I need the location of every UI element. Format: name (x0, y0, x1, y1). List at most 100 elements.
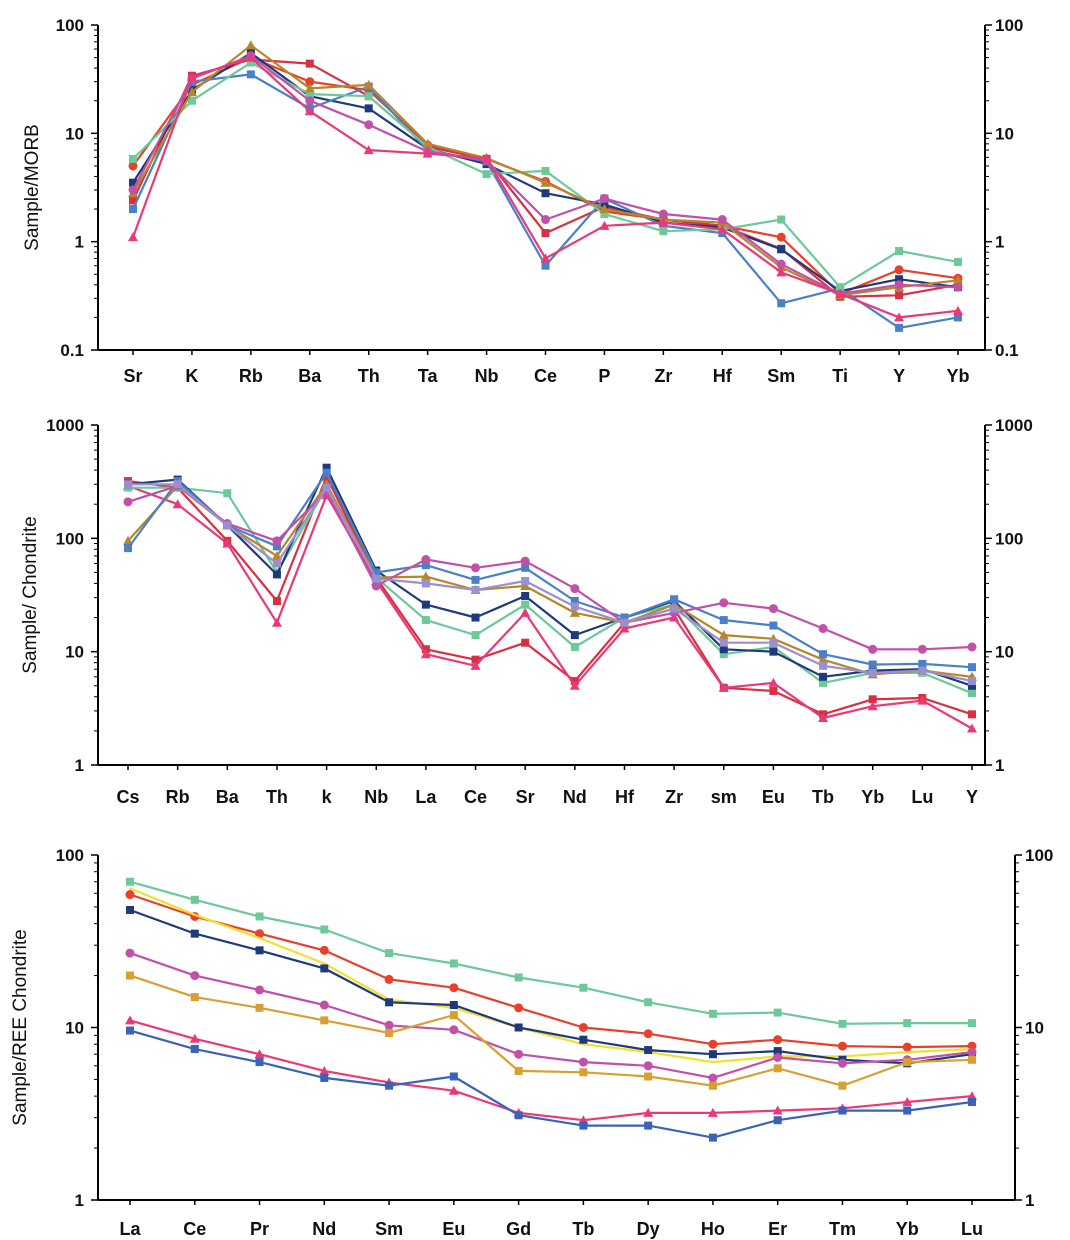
data-point (541, 261, 550, 270)
data-point (514, 973, 523, 982)
data-point (128, 887, 132, 890)
data-point (128, 232, 138, 242)
data-point (255, 929, 265, 939)
x-tick-label: Lu (911, 787, 933, 807)
data-point (421, 579, 430, 588)
data-point (659, 227, 668, 236)
x-tick-label: Gd (506, 1219, 531, 1239)
data-point (421, 616, 430, 625)
x-tick-label: Pr (250, 1219, 269, 1239)
data-point (186, 72, 197, 82)
data-point (372, 568, 381, 577)
data-point (967, 723, 977, 733)
data-point (599, 204, 610, 214)
data-point (599, 194, 609, 204)
data-point (540, 253, 551, 263)
data-point (777, 215, 786, 224)
data-point (305, 96, 315, 106)
data-point (708, 1073, 718, 1083)
y-axis-label: Sample/MORB (22, 124, 43, 251)
data-point (541, 166, 550, 175)
data-point (819, 678, 828, 687)
data-point (837, 1041, 847, 1051)
data-point (768, 677, 779, 687)
data-point (838, 1106, 847, 1115)
data-point (917, 644, 927, 654)
data-point (719, 650, 728, 659)
data-point (773, 1053, 783, 1063)
x-tick-label: Nd (312, 1219, 336, 1239)
series-3 (124, 483, 976, 698)
data-point (776, 267, 787, 277)
data-point (579, 1068, 588, 1077)
data-point (835, 288, 846, 298)
data-point (953, 305, 963, 315)
data-point (521, 638, 530, 647)
x-tick-label: Sm (375, 1219, 403, 1239)
data-point (708, 1009, 717, 1018)
y-tick-label: 10 (65, 1019, 84, 1038)
data-point (776, 259, 786, 269)
data-point (838, 1019, 847, 1028)
x-tick-label: Hf (713, 366, 733, 386)
data-point (711, 1060, 715, 1064)
data-point (719, 645, 728, 654)
x-tick-label: Sm (767, 366, 795, 386)
series-2 (123, 480, 977, 733)
data-point (124, 480, 132, 489)
data-point (187, 96, 196, 105)
data-point (320, 925, 329, 934)
data-point (322, 483, 331, 492)
data-point (364, 104, 373, 113)
data-point (868, 695, 877, 704)
data-point (123, 497, 133, 507)
x-tick-label: Yb (896, 1219, 919, 1239)
data-point (129, 205, 137, 214)
data-point (124, 544, 132, 553)
data-point (190, 895, 199, 904)
x-tick-label: Ce (183, 1219, 206, 1239)
data-point (819, 672, 828, 681)
data-point (514, 1066, 523, 1075)
data-point (449, 1011, 458, 1020)
data-point (968, 677, 976, 686)
data-point (570, 602, 579, 611)
data-point (223, 521, 232, 530)
data-point (837, 1058, 847, 1068)
series-3 (128, 887, 974, 1064)
data-point (422, 148, 433, 158)
x-tick-label: Lu (961, 1219, 983, 1239)
data-point (895, 291, 904, 300)
data-point (272, 542, 281, 551)
y-axis-label: Sample/ Chondrite (20, 516, 41, 673)
series-line (129, 880, 972, 1025)
data-point (953, 275, 963, 285)
data-point (186, 87, 197, 97)
data-point (541, 189, 550, 198)
data-point (449, 1001, 458, 1010)
data-point (481, 153, 492, 163)
data-point (448, 1085, 459, 1095)
series-2 (125, 890, 977, 1052)
data-point (773, 1116, 782, 1125)
data-point (773, 1008, 782, 1017)
y-tick-label: 10 (65, 643, 84, 662)
data-point (719, 638, 728, 647)
data-point (305, 59, 314, 68)
data-point (189, 1033, 200, 1043)
data-point (384, 974, 394, 984)
series-8 (128, 52, 963, 322)
x-tick-label: Sr (516, 787, 535, 807)
data-point (968, 1055, 976, 1064)
chart-3: 1 1 10 10 100 100 La Ce Pr Nd Sm Eu Gd Tb Dy Ho Er Tm Yb Lu… (10, 846, 1053, 1239)
data-point (818, 624, 828, 634)
data-point (385, 1081, 394, 1090)
data-point (320, 1073, 329, 1082)
x-tick-label: Ce (534, 366, 557, 386)
data-point (521, 591, 530, 600)
data-point (895, 247, 904, 256)
data-point (894, 280, 904, 290)
data-point (190, 971, 200, 981)
data-point (968, 1019, 976, 1028)
data-point (773, 1035, 783, 1045)
